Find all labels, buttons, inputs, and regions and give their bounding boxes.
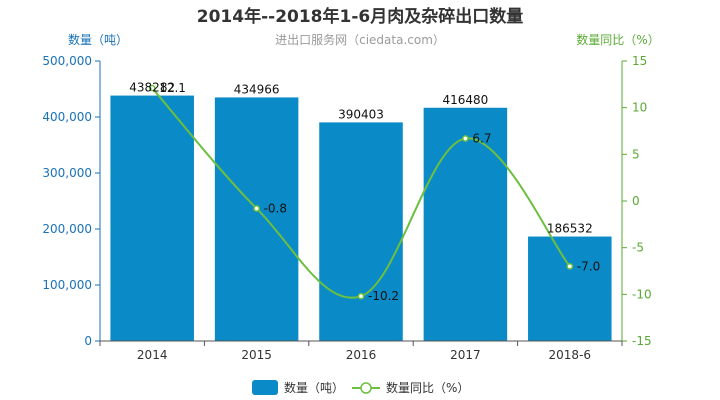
legend-bar-swatch (252, 380, 278, 395)
y-right-tick-label: 10 (632, 101, 647, 115)
line-value-label: 12.1 (159, 81, 186, 95)
x-tick-label: 2014 (137, 348, 168, 362)
y-right-axis-title: 数量同比（%） (576, 32, 659, 47)
x-tick-label: 2018-6 (549, 348, 592, 362)
line-value-label: -7.0 (577, 259, 600, 273)
bar-2017 (423, 107, 508, 341)
line-point-2018-6 (566, 262, 574, 270)
chart-subtitle: 进出口服务网（ciedata.com） (275, 32, 445, 47)
line-point-2017 (462, 135, 469, 142)
bar-2018-6 (528, 236, 612, 341)
line-point-2016 (357, 292, 365, 300)
y-left-tick-label: 100,000 (42, 278, 92, 292)
bar-value-label: 186532 (547, 222, 593, 236)
legend: 数量（吨） 数量同比（%） (252, 380, 469, 395)
line-path (151, 87, 571, 299)
y-right-tick-label: -5 (632, 241, 644, 255)
data-labels: 438282 434966 390403 416480 186532 12.1 -0.8 -1… (129, 81, 600, 304)
bar-value-label: 416480 (442, 93, 488, 107)
bar-2015 (214, 97, 299, 341)
y-right-tick-label: 5 (632, 147, 640, 161)
line-point-2014 (148, 84, 156, 92)
y-left-tick-label: 300,000 (42, 166, 92, 180)
bar-2016 (319, 122, 403, 341)
y-left-tick-label: 500,000 (42, 54, 92, 68)
line-value-label: -0.8 (264, 201, 287, 215)
y-left-axis-title: 数量（吨） (68, 32, 128, 47)
y-left-tick-label: 0 (84, 334, 92, 348)
x-tick-label: 2015 (241, 348, 272, 362)
line-value-label: -10.2 (368, 289, 399, 303)
chart-title: 2014年--2018年1-6月肉及杂碎出口数量 (197, 6, 523, 27)
bar-series (110, 95, 612, 342)
y-right-tick-label: 0 (632, 194, 640, 208)
y-right-tick-label: 15 (632, 54, 647, 68)
x-tick-label: 2016 (346, 348, 377, 362)
legend-bar-label: 数量（吨） (284, 380, 344, 395)
axes: 0 100,000 200,000 300,000 400,000 500,000 15 10… (42, 54, 651, 362)
y-left-tick-label: 200,000 (42, 222, 92, 236)
legend-line-label: 数量同比（%） (386, 380, 469, 395)
bar-value-label: 434966 (234, 82, 280, 96)
legend-line-marker (360, 382, 372, 394)
bar-value-label: 438282 (129, 81, 175, 95)
x-tick-label: 2017 (450, 348, 481, 362)
y-left-tick-label: 400,000 (42, 110, 92, 124)
y-right-tick-label: -15 (632, 334, 652, 348)
y-right-tick-label: -10 (632, 287, 652, 301)
line-point-2015 (253, 205, 260, 212)
line-series (148, 84, 574, 300)
line-value-label: 6.7 (472, 131, 491, 145)
bar-2014 (110, 95, 194, 342)
bar-value-label: 390403 (338, 107, 384, 121)
